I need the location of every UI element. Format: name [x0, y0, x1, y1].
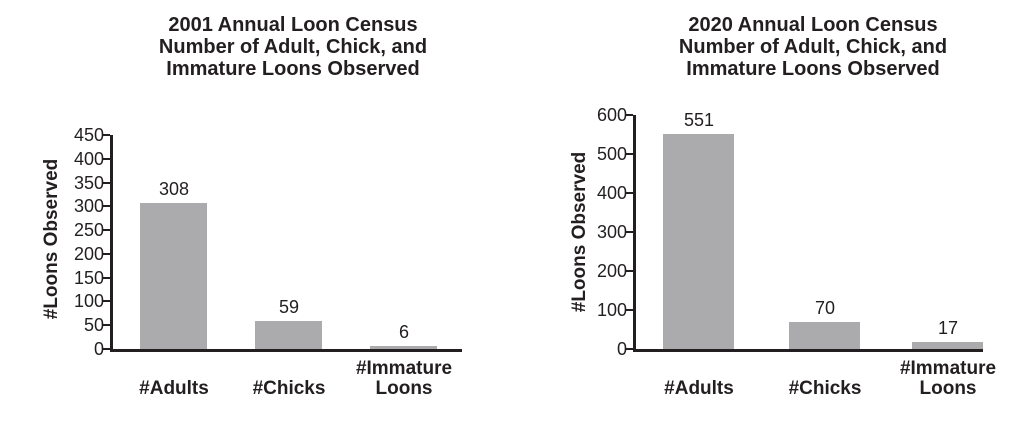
category-label-line: Loons [375, 378, 433, 399]
y-tick [103, 205, 110, 207]
category-label-line: #Adults [664, 378, 734, 399]
y-tick [103, 229, 110, 231]
chart-2001: 2001 Annual Loon Census Number of Adult,… [41, 14, 479, 399]
y-tick-label: 500 [596, 144, 627, 164]
x-axis-line [633, 349, 983, 352]
bar-value-label: 6 [398, 322, 409, 342]
y-tick-label: 350 [73, 173, 104, 193]
chart-title-line: Immature Loons Observed [686, 58, 940, 80]
y-tick-label: 400 [596, 183, 627, 203]
category-label: #Chicks [750, 358, 900, 399]
bar-value-label: 308 [158, 179, 190, 199]
bar [789, 322, 860, 349]
chart-title-line: 2020 Annual Loon Census [688, 14, 938, 36]
category-label-line: #Chicks [252, 378, 326, 399]
bar-value-label: 17 [937, 318, 959, 338]
y-tick [626, 231, 633, 233]
category-label: #Adults [624, 358, 774, 399]
y-tick [103, 348, 110, 350]
y-tick-label: 50 [83, 315, 104, 335]
bar-value-label: 59 [278, 297, 300, 317]
y-tick [626, 348, 633, 350]
y-tick-label: 200 [596, 261, 627, 281]
y-tick-label: 300 [73, 196, 104, 216]
chart-title-line: Number of Adult, Chick, and [678, 36, 948, 58]
chart-title: 2020 Annual Loon Census Number of Adult,… [563, 14, 1022, 80]
bar [370, 346, 437, 349]
chart-title-line: Immature Loons Observed [166, 58, 420, 80]
category-label-line: #Immature [355, 358, 453, 379]
chart-title-line: 2001 Annual Loon Census [168, 14, 418, 36]
y-tick [626, 153, 633, 155]
y-tick [103, 182, 110, 184]
chart-2020: 2020 Annual Loon Census Number of Adult,… [511, 0, 1022, 434]
y-axis-line [633, 115, 636, 352]
y-tick-label: 0 [616, 339, 627, 359]
category-label-line: #Adults [139, 378, 209, 399]
bar [912, 342, 983, 349]
bar-value-label: 70 [814, 298, 836, 318]
category-label-line: #Immature [899, 358, 997, 379]
y-tick [103, 324, 110, 326]
category-label: #Chicks [214, 358, 364, 399]
bar [663, 134, 734, 349]
category-label-line: Loons [919, 378, 977, 399]
y-tick-label: 300 [596, 222, 627, 242]
y-tick [626, 309, 633, 311]
category-label-line: #Chicks [788, 378, 862, 399]
y-tick-label: 150 [73, 268, 104, 288]
y-tick [103, 253, 110, 255]
bar-value-label: 551 [683, 110, 715, 130]
y-tick [103, 134, 110, 136]
y-tick [626, 192, 633, 194]
y-tick-label: 200 [73, 244, 104, 264]
y-tick [103, 158, 110, 160]
y-tick-label: 100 [596, 300, 627, 320]
y-axis-line [110, 135, 113, 352]
y-tick-label: 450 [73, 125, 104, 145]
category-label: #Immature Loons [873, 358, 1022, 399]
y-tick [103, 277, 110, 279]
category-label: #Adults [99, 358, 249, 399]
y-tick-label: 0 [93, 339, 104, 359]
y-tick-label: 250 [73, 220, 104, 240]
y-tick-label: 600 [596, 105, 627, 125]
bar [255, 321, 322, 349]
y-tick [626, 114, 633, 116]
y-tick-label: 400 [73, 149, 104, 169]
bar [140, 203, 207, 349]
x-axis-line [110, 349, 462, 352]
chart-title-line: Number of Adult, Chick, and [158, 36, 428, 58]
y-tick [103, 300, 110, 302]
category-label: #Immature Loons [329, 358, 479, 399]
chart-title: 2001 Annual Loon Census Number of Adult,… [43, 14, 543, 80]
y-tick [626, 270, 633, 272]
y-tick-label: 100 [73, 291, 104, 311]
